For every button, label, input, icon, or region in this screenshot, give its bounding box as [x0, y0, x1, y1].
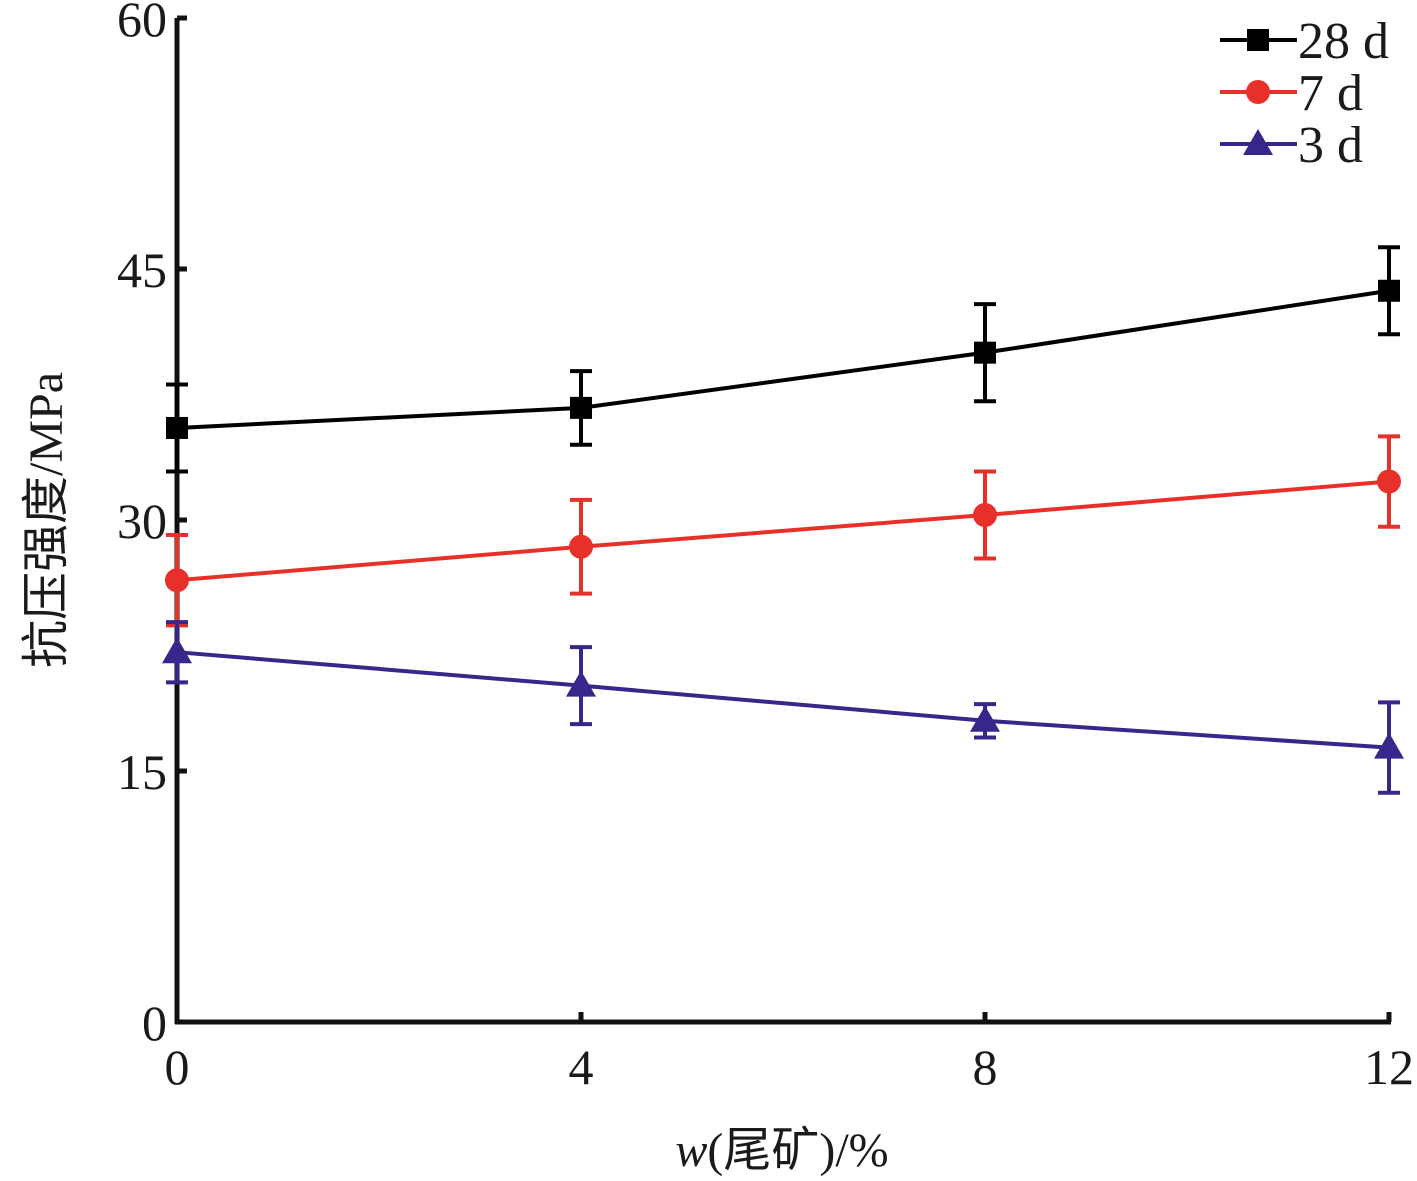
- data-point: [970, 705, 1000, 732]
- data-point: [162, 637, 192, 664]
- data-point: [569, 534, 593, 559]
- series-28d: [166, 245, 1400, 474]
- y-tick-label: 0: [142, 995, 167, 1051]
- series-line: [176, 479, 1390, 583]
- data-point: [570, 396, 592, 419]
- series-7d: [165, 434, 1401, 628]
- x-tick-label: 4: [569, 1039, 594, 1095]
- series-line: [176, 650, 1390, 750]
- y-tick-label: 15: [117, 744, 167, 800]
- legend-label: 7 d: [1298, 65, 1363, 122]
- y-tick-label: 45: [117, 242, 167, 298]
- data-point: [974, 341, 996, 364]
- legend: 28 d7 d3 d: [1220, 13, 1389, 174]
- legend-label: 3 d: [1298, 117, 1363, 174]
- y-tick-label: 30: [117, 493, 167, 549]
- series-layer: [162, 245, 1404, 795]
- legend-label: 28 d: [1298, 13, 1389, 70]
- x-axis-title-unit: (尾矿)/%: [707, 1124, 888, 1177]
- x-tick-label: 8: [973, 1039, 998, 1095]
- legend-marker: [1247, 29, 1269, 51]
- series-line: [176, 288, 1390, 430]
- legend-item: 3 d: [1220, 117, 1363, 174]
- x-tick-label: 0: [165, 1039, 190, 1095]
- data-point: [1378, 279, 1400, 302]
- x-axis-title: w(尾矿)/%: [675, 1124, 888, 1177]
- data-point: [166, 416, 188, 439]
- data-point: [566, 670, 596, 697]
- series-3d: [162, 620, 1404, 795]
- legend-item: 7 d: [1220, 65, 1363, 122]
- y-axis-title: 抗压强度/MPa: [20, 372, 73, 668]
- legend-marker: [1246, 80, 1270, 104]
- legend-marker: [1243, 129, 1273, 155]
- x-axis-title-variable: w: [675, 1124, 707, 1177]
- legend-item: 28 d: [1220, 13, 1389, 70]
- y-tick-label: 60: [117, 0, 167, 47]
- data-point: [973, 502, 997, 527]
- axes: 0 15 30 45 60 0 4 8 12: [117, 0, 1414, 1095]
- data-point: [1377, 469, 1401, 494]
- x-tick-label: 12: [1364, 1039, 1414, 1095]
- data-point: [165, 568, 189, 593]
- data-point: [1374, 732, 1404, 759]
